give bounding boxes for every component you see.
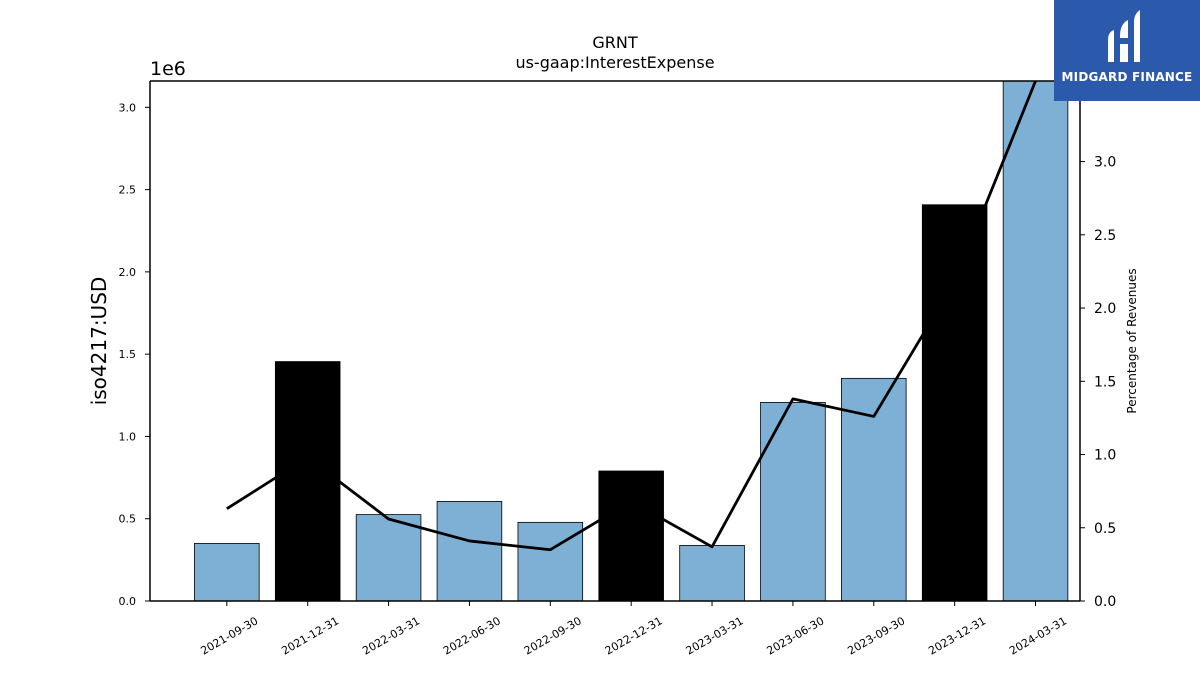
x-tick-label: 2024-03-31 [1007,614,1069,657]
y-tick-label: 2.5 [119,184,137,197]
y-tick-label: 2.0 [119,266,137,279]
y-axis-label: iso4217:USD [87,277,111,406]
y2-axis-label: Percentage of Revenues [1125,268,1139,413]
y2-tick-label: 2.5 [1094,228,1116,244]
x-tick-label: 2021-12-31 [279,614,341,657]
brand-name: MIDGARD FINANCE [1061,70,1193,84]
x-tick-label: 2022-09-30 [522,614,584,657]
y-tick-label: 0.5 [119,513,137,526]
y-tick-label: 1.0 [119,430,137,443]
brand-logo: MIDGARD FINANCE [1054,0,1200,101]
chart-subtitle: us-gaap:InterestExpense [515,53,714,72]
x-tick-label: 2023-06-30 [765,614,827,657]
bar-2022-06-30 [436,501,503,601]
x-tick-label: 2022-12-31 [603,614,665,657]
bars-group [194,81,1069,601]
y2-tick-label: 3.0 [1094,155,1116,171]
x-tick-label: 2023-12-31 [926,614,988,657]
percentage-line [226,81,1037,552]
chart-title: GRNT [592,33,637,52]
y-scale-label: 1e6 [150,58,186,80]
y2-tick-label: 1.5 [1094,374,1116,390]
bar-2022-03-31 [355,514,422,601]
x-tick-label: 2021-09-30 [198,614,260,657]
brand-mark-icon [1108,10,1140,62]
x-tick-label: 2022-06-30 [441,614,503,657]
y2-tick-label: 1.0 [1094,448,1116,464]
y2-tick-label: 2.0 [1094,301,1116,317]
y2-tick-label: 0.5 [1094,521,1116,537]
x-tick-label: 2022-03-31 [360,614,422,657]
bar-2023-03-31 [679,544,745,601]
bar-2024-03-31 [1002,81,1069,601]
y-tick-label: 0.0 [119,595,137,608]
x-tick-label: 2023-09-30 [845,614,907,657]
bar-2021-09-30 [194,543,260,601]
bar-2023-12-31 [921,204,988,601]
y-tick-label: 3.0 [119,101,137,114]
x-tick-label: 2023-03-31 [684,614,746,657]
bar-2022-09-30 [517,521,584,601]
bar-2021-12-31 [274,361,341,601]
bar-2022-12-31 [598,470,664,601]
y-tick-label: 1.5 [119,348,137,361]
line-group [226,81,1037,552]
y2-tick-label: 0.0 [1094,594,1116,610]
bar-2023-06-30 [760,401,826,601]
